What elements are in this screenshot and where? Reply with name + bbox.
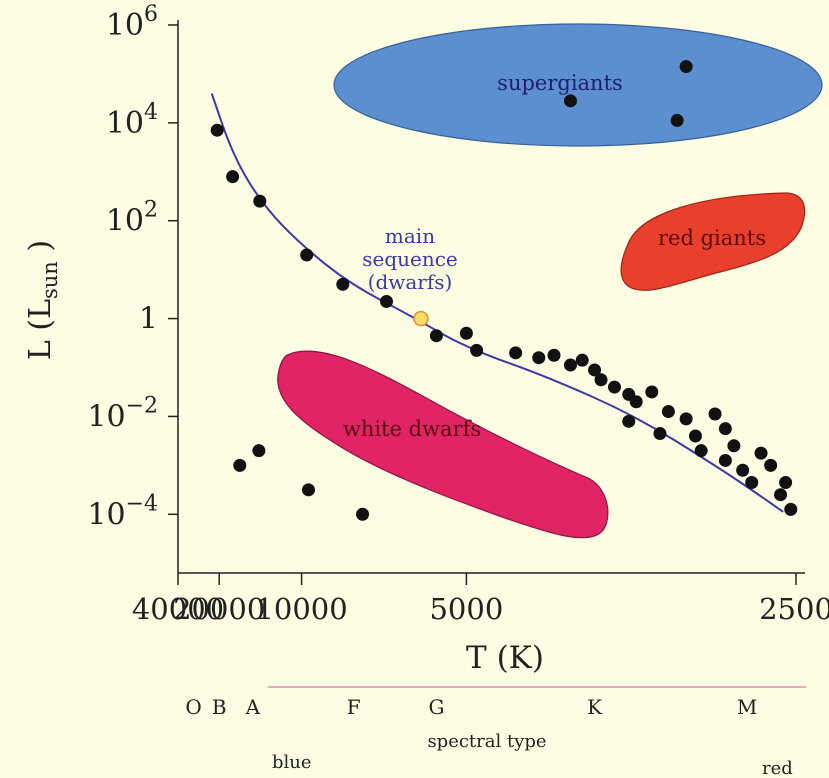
main-sequence-star-24 [688,429,702,443]
main-sequence-star-12 [563,358,577,372]
spectral-class-F: F [347,695,361,719]
supergiant-star-2 [670,113,684,127]
main-sequence-label-2: (dwarfs) [368,270,453,294]
spectral-class-K: K [587,695,603,719]
white-dwarf-star-0 [233,458,247,472]
y-tick-label-5: 10−4 [87,491,158,532]
supergiants-label: supergiants [497,71,623,95]
main-sequence-star-8 [470,343,484,357]
main-sequence-star-6 [429,329,443,343]
main-sequence-star-30 [736,463,750,477]
main-sequence-star-27 [718,422,732,436]
main-sequence-star-2 [253,194,267,208]
main-sequence-star-31 [745,475,759,489]
spectral-class-M: M [737,695,757,719]
y-tick-label-2: 102 [106,198,158,239]
spectral-class-O: O [185,695,201,719]
red-giants-label: red giants [658,226,766,250]
spectral-class-G: G [428,695,444,719]
main-sequence-star-15 [594,373,608,387]
main-sequence-star-25 [694,444,708,458]
main-sequence-star-29 [718,453,732,467]
white-dwarfs-label: white dwarfs [343,417,481,441]
y-tick-label-4: 10−2 [87,393,158,434]
supergiant-star-1 [563,94,577,108]
y-tick-label-0: 106 [106,2,158,43]
main-sequence-star-9 [509,346,523,360]
main-sequence-star-21 [661,405,675,419]
main-sequence-star-7 [459,326,473,340]
main-sequence-star-1 [226,170,240,184]
white-dwarf-star-3 [356,507,370,521]
main-sequence-label-1: sequence [362,247,458,271]
y-tick-label-3: 1 [139,302,158,337]
main-sequence-star-11 [547,348,561,362]
main-sequence-label-0: main [385,224,435,248]
main-sequence-star-28 [727,439,741,453]
main-sequence-star-32 [754,446,768,460]
main-sequence-star-34 [774,488,788,502]
main-sequence-star-35 [779,475,793,489]
x-tick-label-4: 2500 [759,592,829,626]
color-red-label: red [762,758,793,778]
main-sequence-star-36 [784,502,798,516]
spectral-type-title: spectral type [427,731,546,752]
spectral-class-B: B [212,695,227,719]
main-sequence-star-16 [607,380,621,394]
main-sequence-star-33 [764,458,778,472]
main-sequence-star-5 [379,294,393,308]
main-sequence-star-13 [575,353,589,367]
x-tick-label-3: 5000 [429,592,503,626]
main-sequence-star-0 [210,123,224,137]
main-sequence-star-4 [336,277,350,291]
color-blue-label: blue [272,752,312,773]
region-supergiants [333,23,823,147]
main-sequence-star-18 [629,395,643,409]
x-tick-label-1: 20000 [173,592,265,626]
supergiant-star-0 [679,60,693,74]
x-tick-label-2: 10000 [255,592,347,626]
region-red-giants [620,192,806,291]
main-sequence-star-23 [679,412,693,426]
y-tick-label-1: 104 [106,100,158,141]
region-white-dwarfs [277,350,609,539]
white-dwarf-star-2 [301,483,315,497]
x-axis-title: T (K) [466,640,544,676]
spectral-class-A: A [245,695,261,719]
main-sequence-star-14 [588,363,602,377]
main-sequence-star-22 [653,427,667,441]
main-sequence-star-20 [645,385,659,399]
sun-marker [413,310,429,327]
main-sequence-star-3 [300,248,314,262]
y-axis-title: L (Lsun ) [23,240,62,360]
main-sequence-star-10 [532,351,546,365]
x-tick-label-0: 40000 [132,592,224,626]
white-dwarf-star-1 [252,444,266,458]
main-sequence-star-19 [622,414,636,428]
main-sequence-star-26 [708,407,722,421]
